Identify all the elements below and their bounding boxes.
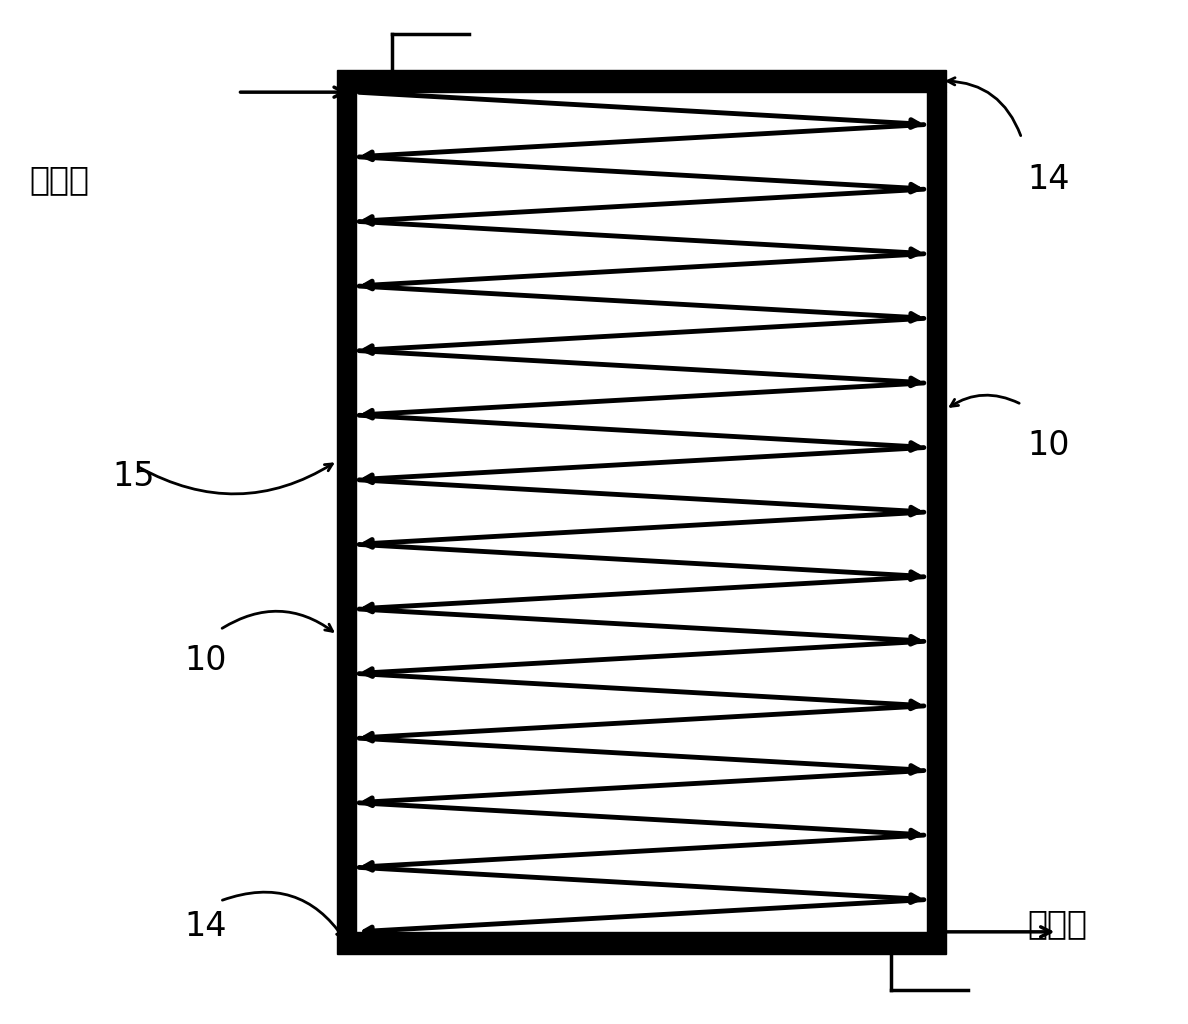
Bar	[337, 932, 946, 954]
Text: 14: 14	[184, 910, 227, 943]
Text: 10: 10	[1028, 429, 1070, 462]
Text: 出射光: 出射光	[1028, 907, 1088, 940]
Text: 14: 14	[1028, 163, 1070, 196]
Text: 10: 10	[184, 644, 227, 677]
Bar	[337, 92, 356, 932]
Text: 15: 15	[113, 460, 156, 493]
Bar	[927, 92, 946, 932]
Text: 入射光: 入射光	[30, 163, 90, 196]
Bar	[337, 70, 946, 92]
